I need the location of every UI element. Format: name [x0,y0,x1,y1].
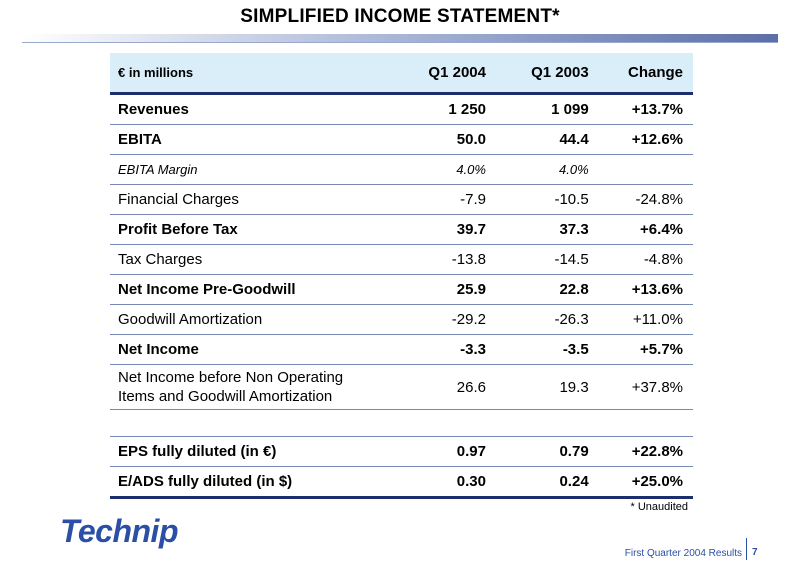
row-label: EBITA Margin [110,154,392,185]
header-units: € in millions [110,53,392,95]
cell-q1-2004: -13.8 [391,244,494,275]
cell-change [596,154,693,185]
row-label: Net Income [110,334,392,365]
cell-q1-2003: 1 099 [493,93,597,125]
cell-q1-2004: 0.30 [391,466,494,499]
row-tax-charges: Tax Charges -13.8 -14.5 -4.8% [110,244,693,275]
cell-q1-2003: 0.79 [493,436,597,467]
row-label: Net Income Pre-Goodwill [110,274,392,305]
cell-change: -24.8% [596,184,693,215]
cell-change: +13.7% [596,93,693,125]
cell-change: +13.6% [596,274,693,305]
row-label: EPS fully diluted (in €) [110,436,392,467]
title-underline-thin [22,42,778,43]
slide-title: SIMPLIFIED INCOME STATEMENT* [240,6,560,27]
row-net-income-pre-goodwill: Net Income Pre-Goodwill 25.9 22.8 +13.6% [110,274,693,305]
cell-q1-2004: 25.9 [391,274,494,305]
header-q1-2004: Q1 2004 [391,53,494,95]
row-eps-fully-diluted: EPS fully diluted (in €) 0.97 0.79 +22.8… [110,436,693,467]
row-net-income-before-non-operating: Net Income before Non Operating Items and… [110,364,693,410]
cell-q1-2003: 4.0% [493,154,597,185]
row-label-line2: Items and Goodwill Amortization [118,388,333,405]
cell-q1-2003: -3.5 [493,334,597,365]
cell-q1-2004: 26.6 [391,364,494,410]
cell-q1-2004: 50.0 [391,124,494,155]
row-goodwill-amortization: Goodwill Amortization -29.2 -26.3 +11.0% [110,304,693,335]
row-net-income: Net Income -3.3 -3.5 +5.7% [110,334,693,365]
row-profit-before-tax: Profit Before Tax 39.7 37.3 +6.4% [110,214,693,245]
row-label: Tax Charges [110,244,392,275]
row-label: Revenues [110,93,392,125]
cell-change: +22.8% [596,436,693,467]
cell-q1-2004: 1 250 [391,93,494,125]
cell-change: +12.6% [596,124,693,155]
cell-change: +25.0% [596,466,693,499]
row-ebita: EBITA 50.0 44.4 +12.6% [110,124,693,155]
header-q1-2003: Q1 2003 [493,53,597,95]
row-label-line1: Net Income before Non Operating [118,369,344,386]
cell-q1-2004: -7.9 [391,184,494,215]
cell-change: +6.4% [596,214,693,245]
cell-q1-2004: -3.3 [391,334,494,365]
row-financial-charges: Financial Charges -7.9 -10.5 -24.8% [110,184,693,215]
row-label: Net Income before Non Operating Items and… [110,364,392,410]
cell-q1-2003: 19.3 [493,364,597,410]
income-statement-table: € in millions Q1 2004 Q1 2003 Change Rev… [110,53,693,499]
cell-q1-2004: 39.7 [391,214,494,245]
cell-q1-2003: -10.5 [493,184,597,215]
cell-q1-2003: -14.5 [493,244,597,275]
row-label: Profit Before Tax [110,214,392,245]
row-label: EBITA [110,124,392,155]
unaudited-footnote: * Unaudited [630,501,689,513]
cell-q1-2003: 37.3 [493,214,597,245]
footer-divider [746,538,747,560]
row-label: Financial Charges [110,184,392,215]
cell-q1-2003: 44.4 [493,124,597,155]
row-label: Goodwill Amortization [110,304,392,335]
title-underline [22,34,778,42]
cell-change: -4.8% [596,244,693,275]
cell-q1-2003: 22.8 [493,274,597,305]
table-header-row: € in millions Q1 2004 Q1 2003 Change [110,53,693,95]
footer-caption: First Quarter 2004 Results [624,548,742,559]
cell-q1-2004: -29.2 [391,304,494,335]
cell-q1-2004: 4.0% [391,154,494,185]
technip-logo: Technip [60,513,178,549]
cell-q1-2003: 0.24 [493,466,597,499]
row-eads-fully-diluted: E/ADS fully diluted (in $) 0.30 0.24 +25… [110,466,693,499]
cell-change: +11.0% [596,304,693,335]
row-ebita-margin: EBITA Margin 4.0% 4.0% [110,154,693,185]
page-number: 7 [752,547,758,558]
row-revenues: Revenues 1 250 1 099 +13.7% [110,93,693,125]
row-label: E/ADS fully diluted (in $) [110,466,392,499]
cell-change: +37.8% [596,364,693,410]
spacer-row [110,409,693,437]
cell-q1-2004: 0.97 [391,436,494,467]
cell-change: +5.7% [596,334,693,365]
cell-q1-2003: -26.3 [493,304,597,335]
header-change: Change [596,53,693,95]
